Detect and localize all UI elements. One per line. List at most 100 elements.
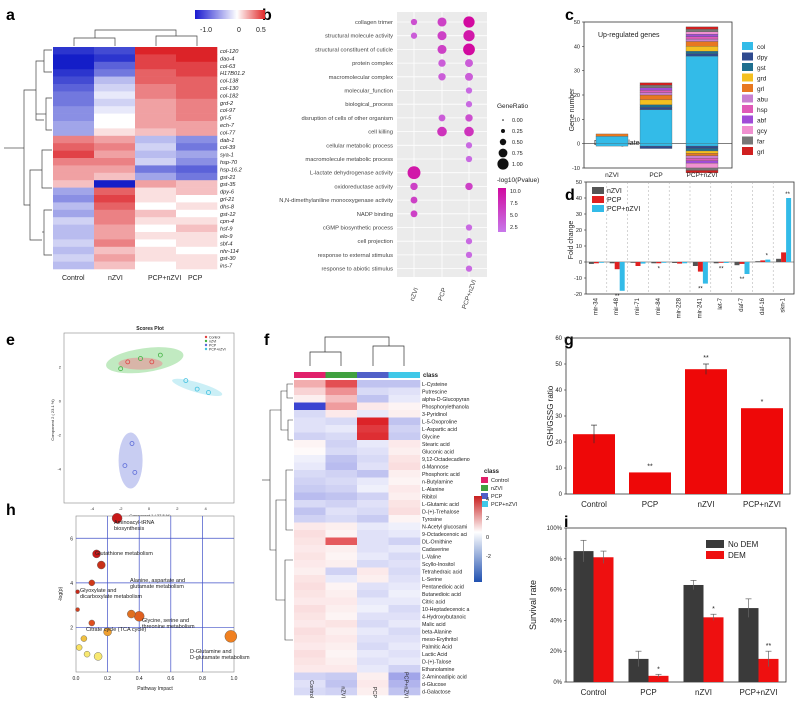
row-label: Scyllo-Inositol	[422, 562, 455, 568]
row-label: col-182	[220, 93, 239, 99]
heatmap-cell	[294, 537, 326, 546]
legend-swatch	[742, 136, 753, 145]
stacked-segment	[685, 41, 719, 47]
heatmap-cell	[94, 135, 136, 144]
color-legend-label: 2.5	[510, 225, 518, 231]
dot	[463, 30, 475, 42]
label-line: dicarboxylate metabolism	[80, 594, 142, 600]
heatmap-cell	[294, 680, 326, 688]
legend-label: dpy	[757, 55, 768, 62]
legend-swatch	[481, 501, 488, 507]
class-strip	[388, 372, 420, 378]
label-line: Glycine, serine and	[142, 618, 189, 624]
row-label: D-(+)-Talose	[422, 660, 451, 666]
heatmap-cell	[294, 410, 326, 418]
row-label: 2-Aminoadipic acid	[422, 675, 467, 681]
size-legend-label: 0.75	[512, 151, 523, 157]
bar	[703, 617, 724, 682]
column-label: PCP+nZVI	[402, 672, 408, 699]
y-tick-label: -20	[574, 292, 582, 298]
legend-label: far	[757, 139, 765, 146]
row-label: col-138	[220, 79, 239, 85]
dendrogram-branch	[155, 35, 198, 46]
bar	[593, 557, 614, 682]
dot	[465, 101, 473, 108]
stacked-segment	[595, 143, 629, 147]
dendrogram-branch	[43, 49, 52, 73]
column-label: PCP+nZVI	[148, 275, 181, 282]
bar	[692, 262, 698, 266]
legend-swatch	[742, 84, 753, 92]
bar	[741, 408, 783, 494]
heatmap-cell	[357, 680, 389, 688]
heatmap-cell	[388, 605, 421, 613]
heatmap-cell	[94, 61, 136, 70]
bar	[713, 262, 719, 264]
heatmap-cell	[294, 515, 326, 523]
heatmap-cell	[135, 121, 177, 129]
legend-swatch	[706, 540, 724, 548]
label-line: Glyoxylate and	[80, 588, 116, 594]
term-label: NADP binding	[357, 212, 393, 218]
category-label: nZVI	[605, 172, 619, 179]
legend-label: PCP+nZVI	[491, 502, 518, 508]
label-line: Alanine, aspartate and	[130, 578, 185, 584]
row-label: sbf-4	[220, 241, 232, 247]
row-label: d-Glucose	[422, 682, 446, 688]
heatmap-cell	[357, 410, 389, 418]
down-label: Down-regulated genes	[594, 140, 665, 147]
bar	[685, 369, 727, 494]
column-label: nZVI	[409, 287, 420, 302]
heatmap-cell	[294, 417, 326, 426]
heatmap-cell	[94, 246, 136, 255]
heatmap-cell	[325, 560, 358, 568]
legend-label: grl	[757, 86, 765, 93]
stacked-segment	[685, 143, 719, 147]
panel-letter: h	[6, 502, 16, 519]
row-label: Glycine	[422, 435, 440, 441]
row-label: Tyrosine	[422, 517, 442, 523]
heatmap-cell	[53, 209, 95, 218]
stacked-segment	[685, 167, 719, 171]
dendrogram-branch	[269, 409, 281, 551]
label-line: D-glutamate metabolism	[190, 655, 250, 661]
heatmap-cell	[357, 402, 389, 411]
heatmap-cell	[294, 597, 326, 606]
stacked-segment	[685, 148, 719, 152]
row-label: Lactic Acid	[422, 652, 447, 658]
heatmap-cell	[388, 462, 421, 471]
heatmap-cell	[325, 612, 358, 621]
heatmap-cell	[388, 507, 421, 516]
heatmap-cell	[325, 515, 358, 523]
row-label: dao-4	[220, 56, 234, 62]
legend-swatch	[742, 147, 753, 155]
heatmap-cell	[357, 507, 389, 516]
row-label: 3-Pyridinol	[422, 412, 447, 418]
heatmap-cell	[176, 150, 218, 159]
heatmap-cell	[294, 530, 326, 538]
heatmap-cell	[294, 380, 326, 388]
heatmap-cell	[388, 545, 421, 553]
row-label: nhr-114	[220, 249, 239, 255]
pathway-label: Glutathione metabolism	[95, 551, 153, 557]
heatmap-cell	[94, 209, 136, 218]
panel-letter: f	[264, 332, 270, 349]
heatmap-cell	[176, 217, 218, 225]
category-label: PCP	[642, 500, 658, 509]
stacked-segment	[639, 82, 673, 86]
colorbar-tick: -1.0	[200, 27, 212, 34]
heatmap-cell	[135, 69, 177, 77]
heatmap-cell	[294, 552, 326, 561]
stacked-segment	[639, 94, 673, 101]
pathway-label: Alanine, aspartate and glutamate metaboli…	[130, 578, 185, 590]
label-line: D-Glutamine and	[190, 649, 232, 655]
legend-label: nZVI	[607, 188, 622, 195]
score-point	[194, 386, 200, 392]
heatmap-cell	[294, 507, 326, 516]
heatmap-cell	[388, 522, 421, 531]
row-label: hsp-16.2	[220, 167, 243, 173]
heatmap-cell	[94, 165, 136, 174]
heatmap-cell	[94, 172, 136, 181]
heatmap-cell	[94, 84, 136, 92]
